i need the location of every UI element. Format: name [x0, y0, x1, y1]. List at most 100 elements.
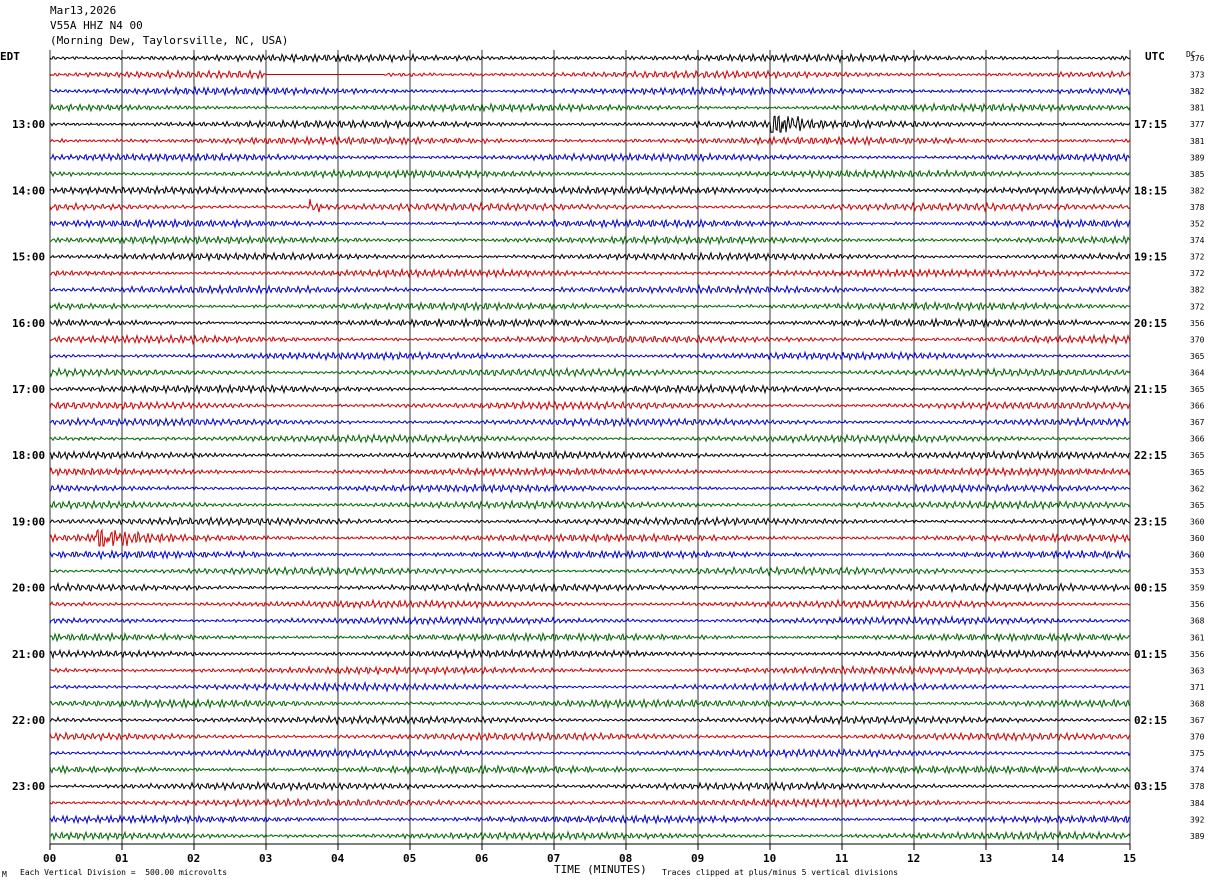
right-timezone-label: UTC — [1145, 50, 1165, 63]
x-tick-label: 02 — [187, 852, 200, 865]
seismic-trace — [49, 714, 1131, 726]
time-labels: 376 373 382 381 377 381 389 385 382 378 352 374 372 3… — [12, 54, 1205, 841]
seismic-trace — [49, 101, 1131, 114]
x-tick-label: 05 — [403, 852, 416, 865]
dc-offset-label: 366 — [1190, 435, 1205, 444]
seismic-trace — [49, 383, 1131, 395]
dc-offset-label: 356 — [1190, 319, 1205, 328]
x-tick-label: 03 — [259, 852, 272, 865]
edt-hour-label: 16:00 — [12, 317, 45, 330]
chart-grid — [49, 50, 1131, 844]
utc-hour-label: 22:15 — [1134, 449, 1167, 462]
dc-offset-label: 368 — [1190, 617, 1205, 626]
x-tick-label: 00 — [43, 852, 56, 865]
dc-offset-label: 381 — [1190, 104, 1205, 113]
dc-offset-label: 365 — [1190, 385, 1205, 394]
plot-date: Mar13,2026 — [50, 4, 117, 17]
dc-offset-label: 360 — [1190, 534, 1205, 543]
x-tick-label: 04 — [331, 852, 345, 865]
seismic-trace — [49, 549, 1131, 561]
seismic-trace — [49, 528, 1131, 547]
x-tick-label: 10 — [763, 852, 776, 865]
seismic-trace — [49, 333, 1131, 346]
dc-offset-label: 365 — [1190, 451, 1205, 460]
seismic-trace — [49, 482, 1131, 494]
dc-offset-label: 381 — [1190, 137, 1205, 146]
dc-offset-label: 368 — [1190, 699, 1205, 708]
seismic-trace — [49, 747, 1131, 759]
dc-offset-label: 378 — [1190, 782, 1205, 791]
dc-offset-label: 376 — [1190, 54, 1205, 63]
seismic-trace — [49, 797, 1131, 809]
dc-offset-label: 385 — [1190, 170, 1205, 179]
dc-offset-label: 364 — [1190, 368, 1205, 377]
dc-offset-label: 352 — [1190, 220, 1205, 229]
dc-offset-label: 375 — [1190, 749, 1205, 758]
edt-hour-label: 20:00 — [12, 582, 45, 595]
edt-hour-label: 18:00 — [12, 449, 45, 462]
dc-offset-label: 360 — [1190, 551, 1205, 560]
dc-offset-label: 378 — [1190, 203, 1205, 212]
dc-offset-label: 382 — [1190, 286, 1205, 295]
scale-note: Each Vertical Division = 500.00 microvol… — [20, 868, 228, 877]
utc-hour-label: 18:15 — [1134, 184, 1167, 197]
dc-offset-label: 356 — [1190, 650, 1205, 659]
seismic-trace — [49, 614, 1131, 627]
x-tick-label: 11 — [835, 852, 849, 865]
dc-offset-label: 359 — [1190, 584, 1205, 593]
seismic-trace — [49, 432, 1131, 445]
dc-offset-label: 366 — [1190, 402, 1205, 411]
edt-hour-label: 17:00 — [12, 383, 45, 396]
dc-offset-label: 365 — [1190, 501, 1205, 510]
dc-offset-label: 370 — [1190, 335, 1205, 344]
station-code: V55A HHZ N4 00 — [50, 19, 143, 32]
dc-offset-label: 382 — [1190, 186, 1205, 195]
seismic-trace — [49, 366, 1131, 379]
seismic-trace — [49, 631, 1131, 643]
dc-offset-label: 372 — [1190, 269, 1205, 278]
dc-offset-label: 363 — [1190, 666, 1205, 675]
seismic-trace — [49, 135, 1131, 147]
dc-offset-label: 389 — [1190, 832, 1205, 841]
dc-offset-label: 374 — [1190, 236, 1205, 245]
x-tick-label: 13 — [979, 852, 992, 865]
seismic-trace — [49, 184, 1131, 196]
utc-hour-label: 01:15 — [1134, 648, 1167, 661]
seismic-trace — [49, 400, 1131, 411]
seismic-trace — [49, 598, 1131, 610]
x-tick-label: 07 — [547, 852, 560, 865]
seismic-trace — [49, 680, 1131, 693]
left-timezone-label: EDT — [0, 50, 20, 63]
x-tick-label: 01 — [115, 852, 129, 865]
edt-hour-label: 14:00 — [12, 184, 45, 197]
dc-offset-label: 353 — [1190, 567, 1205, 576]
seismic-trace — [49, 234, 1131, 246]
dc-offset-label: 367 — [1190, 418, 1205, 427]
seismic-trace — [49, 449, 1131, 461]
seismic-trace — [49, 764, 1131, 776]
edt-hour-label: 13:00 — [12, 118, 45, 131]
x-tick-label: 15 — [1123, 852, 1136, 865]
seismic-trace — [49, 466, 1131, 478]
dc-offset-label: 370 — [1190, 733, 1205, 742]
dc-offset-label: 374 — [1190, 766, 1205, 775]
seismic-trace — [49, 648, 1131, 660]
seismic-trace — [49, 515, 1131, 527]
seismic-trace — [49, 730, 1131, 743]
utc-hour-label: 21:15 — [1134, 383, 1167, 396]
x-tick-label: 06 — [475, 852, 489, 865]
seismic-trace — [49, 85, 1131, 97]
edt-hour-label: 19:00 — [12, 515, 45, 528]
seismic-trace — [49, 813, 1131, 825]
utc-hour-label: 17:15 — [1134, 118, 1167, 131]
utc-hour-label: 19:15 — [1134, 251, 1167, 264]
edt-hour-label: 15:00 — [12, 251, 45, 264]
edt-hour-label: 22:00 — [12, 714, 45, 727]
dc-offset-label: 372 — [1190, 302, 1205, 311]
dc-offset-label: 356 — [1190, 600, 1205, 609]
seismic-trace — [49, 151, 1131, 163]
x-axis-title: TIME (MINUTES) — [554, 863, 647, 876]
x-tick-label: 09 — [691, 852, 704, 865]
dc-offset-label: 365 — [1190, 352, 1205, 361]
